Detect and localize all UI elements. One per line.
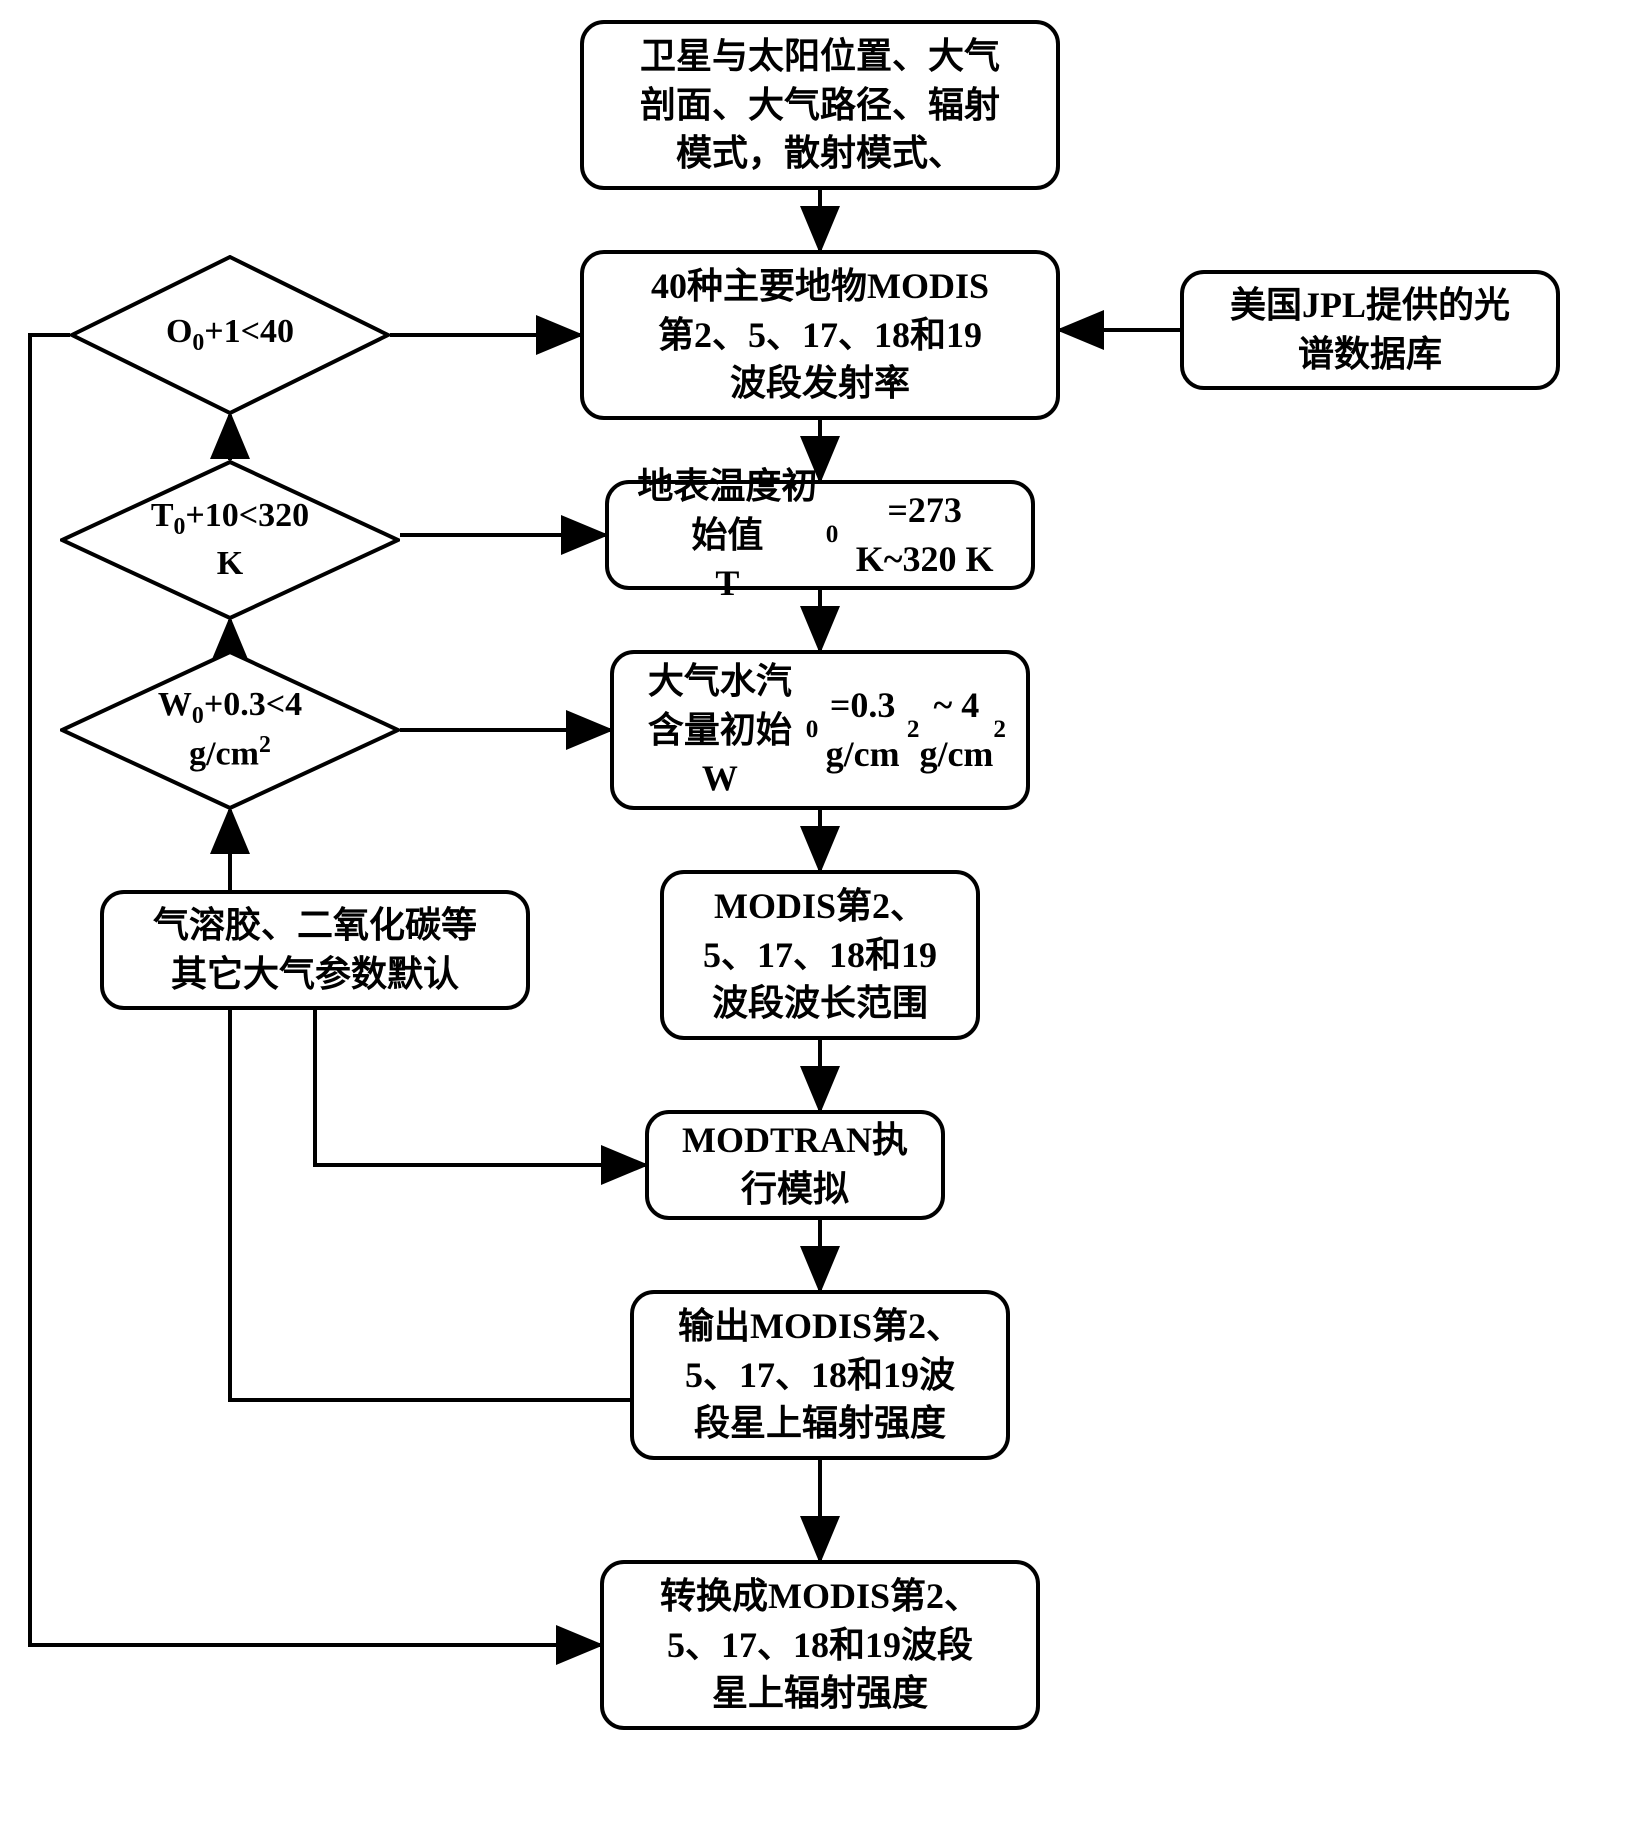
node-modtran-run: MODTRAN执行模拟 [645,1110,945,1220]
node-w0-init: 大气水汽含量初始W0=0.3 g/cm2~ 4g/cm2 [610,650,1030,810]
node-t0-init: 地表温度初始值T0=273 K~320 K [605,480,1035,590]
node-wavelength-range: MODIS第2、5、17、18和19波段波长范围 [660,870,980,1040]
diamond-w-condition: W0+0.3<4g/cm2 [60,650,400,810]
node-modis-emissivity: 40种主要地物MODIS第2、5、17、18和19波段发射率 [580,250,1060,420]
node-jpl-db: 美国JPL提供的光谱数据库 [1180,270,1560,390]
node-output-radiance: 输出MODIS第2、5、17、18和19波段星上辐射强度 [630,1290,1010,1460]
node-input-top: 卫星与太阳位置、大气剖面、大气路径、辐射模式，散射模式、 [580,20,1060,190]
diamond-o-condition: O0+1<40 [70,255,390,415]
node-convert-radiance: 转换成MODIS第2、5、17、18和19波段星上辐射强度 [600,1560,1040,1730]
node-aerosol-default: 气溶胶、二氧化碳等其它大气参数默认 [100,890,530,1010]
diamond-t-condition: T0+10<320K [60,460,400,620]
